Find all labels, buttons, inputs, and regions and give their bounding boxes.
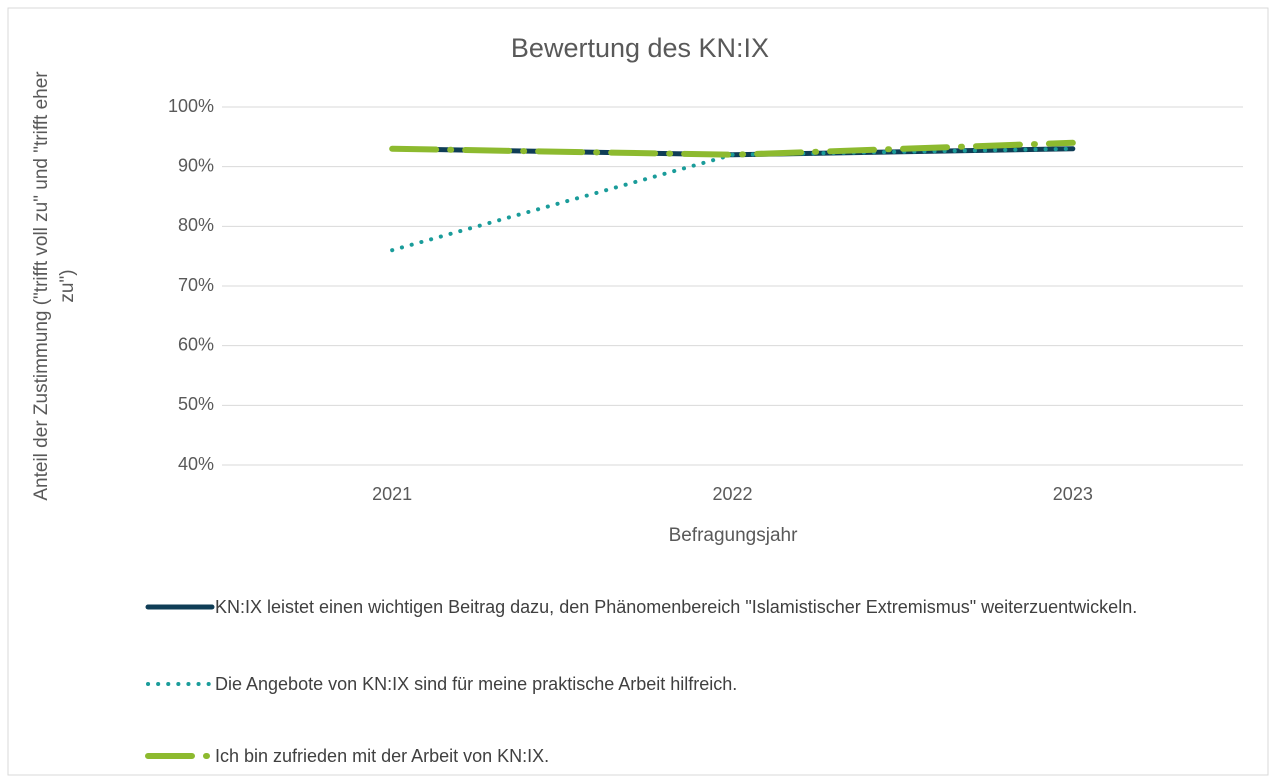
legend-label: KN:IX leistet einen wichtigen Beitrag da… [215,597,1138,617]
y-tick-label: 70% [178,275,214,295]
y-tick-label: 80% [178,215,214,235]
x-tick-label: 2021 [372,484,412,504]
y-axis-label: Anteil der Zustimmung ("trifft voll zu" … [31,71,78,501]
legend-label: Ich bin zufrieden mit der Arbeit von KN:… [215,746,550,766]
legend-swatch [146,682,214,686]
y-tick-label: 60% [178,334,214,354]
legend-label: Die Angebote von KN:IX sind für meine pr… [215,674,738,694]
y-tick-label: 100% [168,96,214,116]
legend-entry: Die Angebote von KN:IX sind für meine pr… [145,671,1155,697]
legend-entry: KN:IX leistet einen wichtigen Beitrag da… [145,594,1155,620]
x-tick-label: 2023 [1053,484,1093,504]
line-series [389,139,1076,158]
chart-border [7,7,1269,776]
y-axis-label-line: zu") [57,269,78,302]
y-tick-label: 50% [178,394,214,414]
x-tick-label: 2022 [712,484,752,504]
legend-entry: Ich bin zufrieden mit der Arbeit von KN:… [145,743,1155,769]
line-series [390,146,1075,253]
x-axis-label: Befragungsjahr [669,525,799,546]
legend-swatch [145,604,215,610]
y-tick-label: 40% [178,454,214,474]
chart-title: Bewertung des KN:IX [511,33,769,63]
y-axis-label-line: Anteil der Zustimmung ("trifft voll zu" … [31,71,52,501]
y-tick-label: 90% [178,155,214,175]
legend-swatch [145,753,215,759]
